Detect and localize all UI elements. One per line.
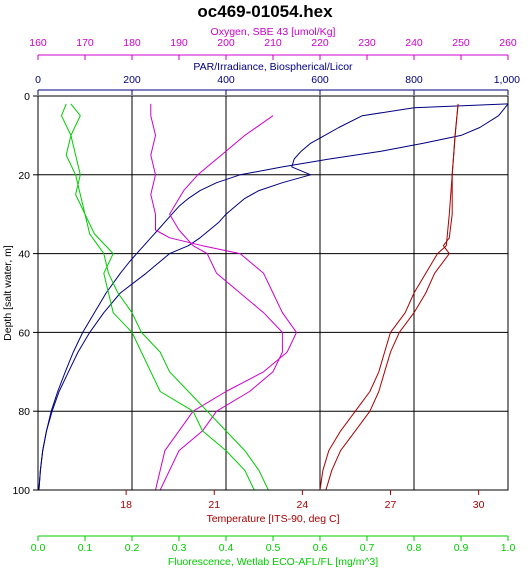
fluorescence-tick-label: 0.9: [454, 542, 469, 554]
par-tick-label: 600: [311, 74, 329, 86]
depth-tick-label: 60: [18, 327, 30, 339]
fluorescence-tick-label: 0.2: [125, 542, 140, 554]
plot-frame: [37, 95, 509, 491]
fluorescence-tick-label: 0.6: [313, 542, 328, 554]
depth-tick-label: 80: [18, 406, 30, 418]
series-line-fluorescence-7: [61, 103, 255, 491]
chart-title: oc469-01054.hex: [197, 2, 333, 21]
temperature-tick-label: 27: [385, 499, 397, 511]
oxygen-tick-label: 230: [358, 37, 376, 49]
fluorescence-axis-label: Fluorescence, Wetlab ECO-AFL/FL [mg/m^3]: [168, 556, 378, 568]
temperature-tick-label: 21: [208, 499, 220, 511]
series-line-par-1: [38, 103, 509, 491]
par-tick-label: 800: [405, 74, 423, 86]
oxygen-tick-label: 220: [311, 37, 329, 49]
fluorescence-tick-label: 0.5: [266, 542, 281, 554]
par-axis-label: PAR/Irradiance, Biospherical/Licor: [193, 61, 353, 73]
axes-layer: 0 20 40 60 80 100 Depth [salt water, m] 160 170 1…: [2, 26, 520, 568]
oxygen-tick-label: 210: [264, 37, 282, 49]
oxygen-tick-label: 190: [170, 37, 188, 49]
oxygen-tick-label: 170: [76, 37, 94, 49]
par-tick-label: 200: [123, 74, 141, 86]
fluorescence-tick-label: 0.4: [219, 542, 234, 554]
series-line-oxygen-4: [150, 103, 297, 491]
temperature-tick-label: 24: [297, 499, 309, 511]
depth-tick-label: 20: [18, 170, 30, 182]
oxygen-tick-label: 160: [29, 37, 47, 49]
fluorescence-tick-label: 0.0: [31, 542, 46, 554]
temperature-tick-label: 18: [120, 499, 132, 511]
oxygen-tick-label: 260: [499, 37, 517, 49]
fluorescence-tick-label: 0.3: [172, 542, 187, 554]
temperature-tick-label: 30: [473, 499, 485, 511]
series-line-temperature-2: [325, 103, 459, 491]
plot-border: [37, 95, 509, 491]
oxygen-tick-label: 240: [405, 37, 423, 49]
par-tick-label: 1,000: [494, 74, 520, 86]
oxygen-tick-label: 180: [123, 37, 141, 49]
par-tick-label: 400: [217, 74, 235, 86]
oxygen-axis-label: Oxygen, SBE 43 [umol/Kg]: [211, 26, 336, 38]
depth-axis-label: Depth [salt water, m]: [2, 245, 14, 341]
depth-tick-label: 0: [24, 91, 30, 103]
grid: [38, 96, 508, 490]
temperature-axis-label: Temperature [ITS-90, deg C]: [206, 513, 339, 525]
fluorescence-tick-label: 1.0: [501, 542, 516, 554]
series-line-par-0: [38, 103, 509, 491]
series-line-temperature-3: [319, 103, 459, 491]
depth-tick-label: 40: [18, 249, 30, 261]
oxygen-tick-label: 250: [452, 37, 470, 49]
oxygen-tick-label: 200: [217, 37, 235, 49]
fluorescence-tick-label: 0.7: [360, 542, 375, 554]
fluorescence-tick-label: 0.8: [407, 542, 422, 554]
fluorescence-tick-label: 0.1: [78, 542, 93, 554]
depth-tick-label: 100: [12, 485, 30, 497]
par-tick-label: 0: [35, 74, 41, 86]
series-layer: [38, 103, 509, 491]
series-line-oxygen-5: [159, 115, 283, 491]
series-line-fluorescence-6: [70, 103, 269, 491]
